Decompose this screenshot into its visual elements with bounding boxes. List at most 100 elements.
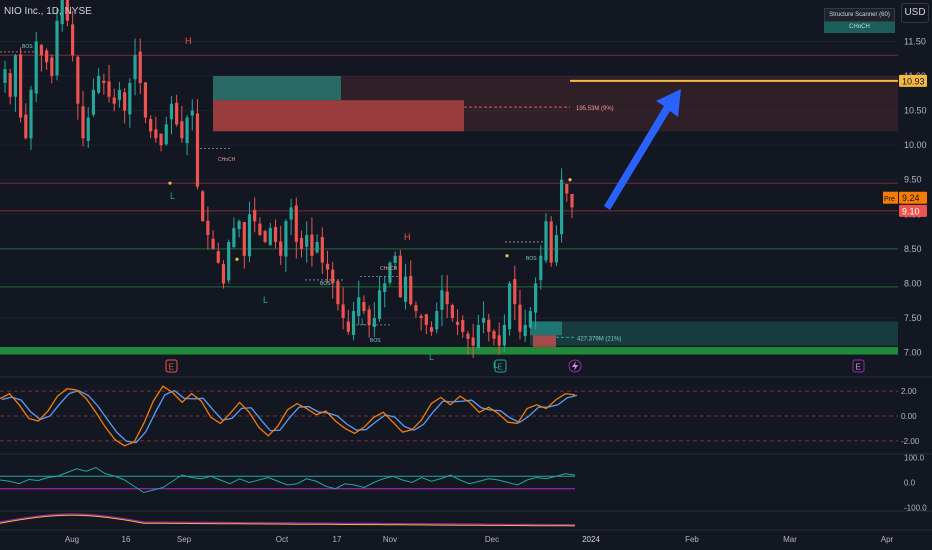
candle-body [227,241,231,281]
pre-market-price-tag-bg [899,191,927,204]
candle-body [232,228,236,248]
candle-body [544,221,548,261]
candle-body [513,279,517,305]
candle-body [71,24,75,56]
supply-zone-upper [213,76,341,101]
earnings-marker-label: E [856,363,861,372]
candle [544,213,548,264]
candle-body [19,54,23,118]
candle [247,201,252,263]
candle-body [216,251,220,263]
candle [76,55,80,120]
candle [102,73,106,95]
candle-body [497,335,501,346]
candle-body [128,82,132,115]
indicator-2-line [0,466,576,494]
candle [325,250,330,284]
candle-body [440,290,444,310]
candle-body [55,20,59,76]
candle [123,88,127,124]
candle [440,275,444,327]
price-tick-label: 10.00 [904,140,927,150]
candle-body [435,311,439,330]
candle-body [450,305,454,318]
candle-body [528,311,532,328]
candle-body [398,255,402,298]
candle [221,260,226,289]
indicator-2-tick-label: 100.0 [904,454,925,463]
time-tick-label: Dec [485,535,499,544]
candle-body [476,324,480,348]
candle [528,306,532,329]
candle-body [190,110,194,116]
candle-body [247,214,252,257]
structure-label: BOS [320,281,331,287]
candle [91,78,96,118]
earnings-marker-box [852,359,865,373]
candle [138,38,142,95]
candle [471,323,475,358]
candle [284,219,288,273]
candle [24,103,28,140]
candle-body [39,44,44,56]
target-price-tag-bg [899,74,927,87]
candle-body [346,321,350,332]
candle [253,197,257,233]
candle-body [60,0,64,25]
candle-body [45,50,49,63]
candle-body [357,297,361,317]
price-tick-label: 8.00 [904,278,922,288]
candle [388,261,392,286]
candle-body [149,118,153,132]
candle-body [481,317,486,323]
candle-body [429,327,434,332]
earnings-marker-label: E [169,363,174,372]
candle-body [554,235,558,263]
candle [481,301,486,334]
candle-body [518,304,522,332]
indicator-3-line-a [0,513,576,526]
candle [211,230,215,250]
candle [97,68,101,95]
candle [34,31,38,102]
candle-body [143,82,148,118]
candle-body [289,207,293,220]
candle-body [13,55,18,97]
candle [13,53,18,112]
pivot-dot [168,181,172,185]
candle [190,99,194,131]
candle-body [29,89,33,139]
last-price-tag: 9.10 [902,206,920,216]
structure-scanner-panel: Structure Scanner (60) CHoCH [824,8,895,34]
candle [81,91,85,147]
forecast-arrow [604,89,681,210]
candle [533,277,538,330]
supply-zone-lower [213,100,464,132]
candle [351,301,356,341]
candle-body [372,317,376,327]
demand-zone-base [0,347,898,355]
candle-body [507,283,512,330]
candle [195,99,200,190]
candle [112,88,116,112]
time-tick-label: Feb [685,535,699,544]
candle-body [424,314,428,325]
candle-body [383,283,387,292]
candle [149,115,153,139]
time-tick-label: Mar [783,535,797,544]
candle-body [273,227,278,242]
candle [50,54,54,84]
candle-body [414,305,418,312]
candle [175,94,179,127]
candle-body [8,73,12,97]
candle [273,219,278,249]
time-tick-label: Oct [276,535,289,544]
candle-body [65,0,70,21]
candle [154,116,158,143]
currency-button[interactable]: USD [901,3,929,23]
candle [409,260,413,306]
last-price-tag-bg [899,204,927,217]
earnings-marker-label: E [498,363,503,372]
candle [398,249,402,298]
